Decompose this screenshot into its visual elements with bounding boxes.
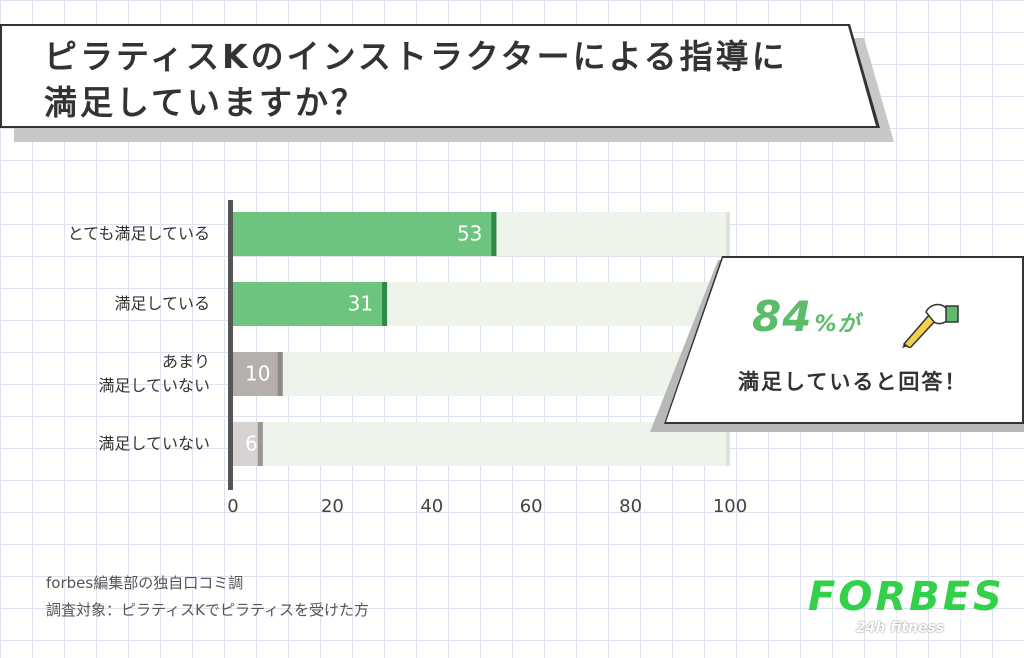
callout-panel: 84%が 満足していると回答！ xyxy=(666,258,1022,422)
bar-accent xyxy=(491,212,497,256)
callout-value: 84 xyxy=(752,292,813,341)
category-label: あまり満足していない xyxy=(98,352,210,395)
callout-suffix: %が xyxy=(814,312,861,337)
writing-hand-icon xyxy=(902,303,959,348)
callout-percentage: 84%が xyxy=(752,292,861,341)
y-axis-line xyxy=(228,200,233,490)
bar xyxy=(233,282,388,326)
category-label: 満足している xyxy=(114,294,210,313)
bar xyxy=(233,212,497,256)
source-note: forbes編集部の独自口コミ調 調査対象：ピラティスKでピラティスを受けた方 xyxy=(46,570,369,624)
callout-box: 84%が 満足していると回答！ xyxy=(664,256,1024,424)
data-label: 31 xyxy=(348,292,373,316)
source-line-1: forbes編集部の独自口コミ調 xyxy=(46,574,244,592)
x-tick-label: 20 xyxy=(321,496,344,517)
data-label: 6 xyxy=(245,432,258,456)
title-line-2: 満足していますか？ xyxy=(44,83,368,122)
forbes-logo: FORBES フォーブス 24h fitness xyxy=(808,574,1008,644)
category-label: とても満足している xyxy=(68,224,210,243)
x-tick-label: 0 xyxy=(227,496,238,517)
bar-track xyxy=(233,422,730,466)
logo-main-text: FORBES xyxy=(808,574,1005,620)
bar-accent xyxy=(382,282,388,326)
category-label: 満足していない xyxy=(98,434,210,453)
data-label: 10 xyxy=(245,362,270,386)
x-tick-label: 80 xyxy=(619,496,642,517)
bar xyxy=(233,352,283,396)
x-tick-label: 40 xyxy=(420,496,443,517)
data-label: 53 xyxy=(457,222,482,246)
title-banner: ピラティスKのインストラクターによる指導に 満足していますか？ xyxy=(0,24,910,142)
source-line-2: 調査対象：ピラティスKでピラティスを受けた方 xyxy=(46,601,370,619)
logo-sub-text: 24h fitness xyxy=(856,620,945,636)
chart-title: ピラティスKのインストラクターによる指導に 満足していますか？ xyxy=(44,34,844,126)
bar-accent xyxy=(277,352,283,396)
logo-kana-text: フォーブス xyxy=(872,609,972,625)
bar-track-end xyxy=(726,422,730,466)
callout-text: 満足していると回答！ xyxy=(738,370,968,394)
bar-accent xyxy=(257,422,263,466)
bar-chart: 53 とても満足している 31 満足している 10 あまり満足していない 6 満足していない 0… xyxy=(68,200,747,517)
bar-track xyxy=(233,352,730,396)
bar-track-end xyxy=(726,212,730,256)
title-line-1: ピラティスKのインストラクターによる指導に xyxy=(44,37,788,76)
x-tick-label: 100 xyxy=(713,496,747,517)
title-panel xyxy=(2,26,876,126)
x-tick-label: 60 xyxy=(520,496,543,517)
